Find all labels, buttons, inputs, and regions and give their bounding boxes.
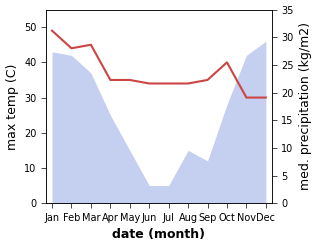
- X-axis label: date (month): date (month): [113, 228, 205, 242]
- Y-axis label: med. precipitation (kg/m2): med. precipitation (kg/m2): [300, 22, 313, 190]
- Y-axis label: max temp (C): max temp (C): [5, 63, 18, 149]
